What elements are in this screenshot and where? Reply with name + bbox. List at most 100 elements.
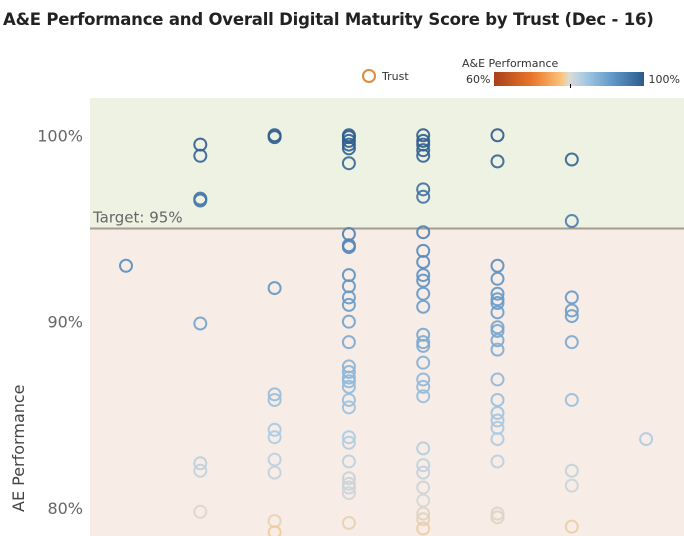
trust-point[interactable]: [341, 400, 356, 415]
trust-point[interactable]: [490, 320, 505, 335]
trust-point[interactable]: [490, 296, 505, 311]
y-tick-label: 100%: [37, 126, 83, 145]
trust-point[interactable]: [416, 458, 431, 473]
trust-point[interactable]: [490, 432, 505, 447]
trust-point[interactable]: [119, 258, 133, 273]
trust-point[interactable]: [341, 476, 356, 491]
trust-point[interactable]: [267, 392, 282, 407]
trust-point[interactable]: [564, 478, 579, 493]
trust-point[interactable]: [490, 305, 505, 320]
trust-point[interactable]: [416, 225, 431, 240]
trust-point[interactable]: [490, 454, 505, 469]
trust-point[interactable]: [416, 148, 431, 163]
trust-point[interactable]: [341, 392, 356, 407]
trust-point[interactable]: [341, 471, 356, 486]
trust-point[interactable]: [341, 137, 356, 152]
trust-point[interactable]: [564, 152, 579, 167]
trust-point[interactable]: [490, 154, 505, 169]
trust-point[interactable]: [341, 290, 356, 305]
trust-point[interactable]: [490, 323, 505, 338]
trust-point[interactable]: [341, 240, 356, 255]
trust-point[interactable]: [341, 370, 356, 385]
trust-point[interactable]: [564, 392, 579, 407]
trust-point[interactable]: [341, 314, 356, 329]
trust-point[interactable]: [564, 303, 579, 318]
trust-point[interactable]: [490, 258, 505, 273]
trust-point[interactable]: [416, 273, 431, 288]
trust-point[interactable]: [490, 506, 505, 521]
trust-point[interactable]: [267, 430, 282, 445]
trust-point[interactable]: [341, 374, 356, 389]
trust-point[interactable]: [416, 133, 431, 148]
trust-point[interactable]: [267, 465, 282, 480]
trust-point[interactable]: [341, 379, 356, 394]
trust-point[interactable]: [564, 463, 579, 478]
trust-point[interactable]: [564, 309, 579, 324]
trust-point[interactable]: [341, 430, 356, 445]
y-tick-label: 90%: [47, 313, 83, 332]
trust-point[interactable]: [193, 148, 208, 163]
trust-point[interactable]: [416, 268, 431, 283]
trust-point[interactable]: [193, 456, 208, 471]
trust-point[interactable]: [341, 480, 356, 495]
trust-point[interactable]: [193, 463, 208, 478]
trust-point[interactable]: [490, 292, 505, 307]
trust-point[interactable]: [416, 521, 431, 536]
trust-point[interactable]: [416, 379, 431, 394]
trust-point[interactable]: [341, 364, 356, 379]
trust-point[interactable]: [341, 454, 356, 469]
trust-point[interactable]: [193, 504, 208, 519]
circle-icon: [362, 69, 376, 83]
trust-point[interactable]: [416, 143, 431, 158]
trust-point[interactable]: [416, 189, 431, 204]
trust-point[interactable]: [341, 486, 356, 501]
trust-point[interactable]: [490, 413, 505, 428]
trust-point[interactable]: [490, 333, 505, 348]
trust-point[interactable]: [490, 342, 505, 357]
trust-point[interactable]: [490, 392, 505, 407]
trust-point[interactable]: [341, 435, 356, 450]
trust-point[interactable]: [416, 480, 431, 495]
trust-point[interactable]: [490, 510, 505, 525]
trust-point[interactable]: [267, 422, 282, 437]
trust-point[interactable]: [416, 335, 431, 350]
trust-point[interactable]: [490, 372, 505, 387]
trust-point[interactable]: [639, 432, 654, 447]
trust-point[interactable]: [267, 281, 282, 296]
trust-point[interactable]: [341, 141, 356, 156]
trust-point[interactable]: [193, 316, 208, 331]
trust-point[interactable]: [416, 389, 431, 404]
trust-point[interactable]: [193, 193, 208, 208]
trust-point[interactable]: [341, 335, 356, 350]
trust-point[interactable]: [490, 271, 505, 286]
trust-point[interactable]: [490, 405, 505, 420]
trust-point[interactable]: [416, 512, 431, 527]
trust-point[interactable]: [267, 387, 282, 402]
trust-point[interactable]: [564, 519, 579, 534]
trust-point[interactable]: [416, 372, 431, 387]
trust-point[interactable]: [267, 525, 282, 536]
trust-point[interactable]: [267, 130, 282, 145]
trust-point[interactable]: [416, 338, 431, 353]
trust-point[interactable]: [416, 182, 431, 197]
trust-point[interactable]: [564, 214, 579, 229]
trust-point[interactable]: [416, 506, 431, 521]
trust-point[interactable]: [341, 515, 356, 530]
trust-point[interactable]: [416, 441, 431, 456]
trust-point[interactable]: [564, 290, 579, 305]
y-axis-label: AE Performance: [9, 384, 28, 512]
trust-point[interactable]: [267, 452, 282, 467]
trust-point[interactable]: [416, 465, 431, 480]
trust-point[interactable]: [341, 297, 356, 312]
trust-point[interactable]: [490, 286, 505, 301]
trust-point[interactable]: [416, 255, 431, 270]
trust-point[interactable]: [564, 335, 579, 350]
trust-point[interactable]: [416, 493, 431, 508]
trust-point[interactable]: [416, 286, 431, 301]
trust-point[interactable]: [416, 299, 431, 314]
trust-point[interactable]: [416, 355, 431, 370]
trust-point[interactable]: [341, 156, 356, 171]
trust-point[interactable]: [416, 128, 431, 143]
trust-point[interactable]: [341, 133, 356, 148]
trust-point[interactable]: [490, 128, 505, 143]
